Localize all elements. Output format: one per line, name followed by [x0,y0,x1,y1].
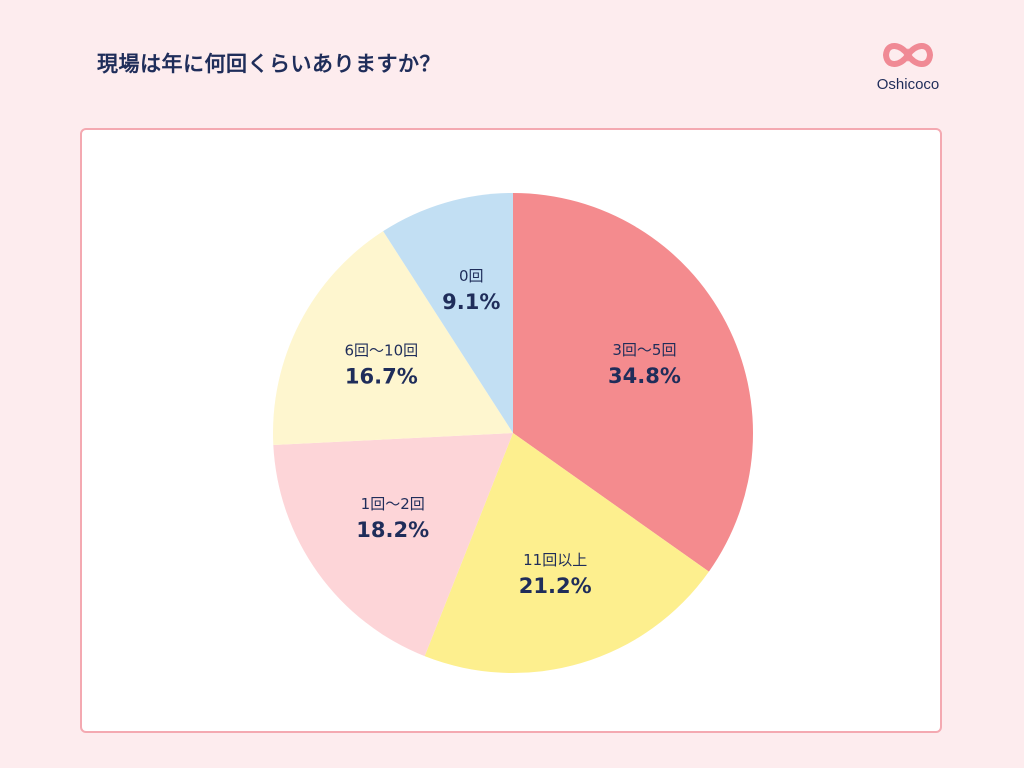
slice-value-3-5: 34.8% [608,364,681,388]
slice-label-3-5: 3回〜5回 [612,341,676,359]
slice-value-11-plus: 21.2% [519,574,592,598]
page-title: 現場は年に何回くらいありますか？ [97,52,441,76]
pie-slice-6-10 [273,231,513,446]
slice-label-6-10: 6回〜10回 [345,341,419,359]
chart-card: 3回〜5回 34.8% 11回以上 21.2% 1回〜2回 18.2% 6回〜10回 16.7… [80,128,942,733]
slice-label-1-2: 1回〜2回 [361,495,425,513]
pie-slice-3-5 [513,193,754,572]
pie-slice-1-2 [273,433,513,657]
slice-value-1-2: 18.2% [356,518,429,542]
pie-slice-0 [383,193,513,433]
brand-name: Oshicoco [876,76,940,93]
brand-logo: Oshicoco [870,36,946,96]
slice-label-11-plus: 11回以上 [523,551,587,569]
slice-label-0: 0回 [459,267,484,285]
slice-value-0: 9.1% [442,290,500,314]
pie-slice-11-plus [424,433,709,673]
infinity-logo-icon [883,43,933,67]
slice-value-6-10: 16.7% [345,364,418,388]
pie-chart: 3回〜5回 34.8% 11回以上 21.2% 1回〜2回 18.2% 6回〜10回 16.7… [273,193,754,673]
